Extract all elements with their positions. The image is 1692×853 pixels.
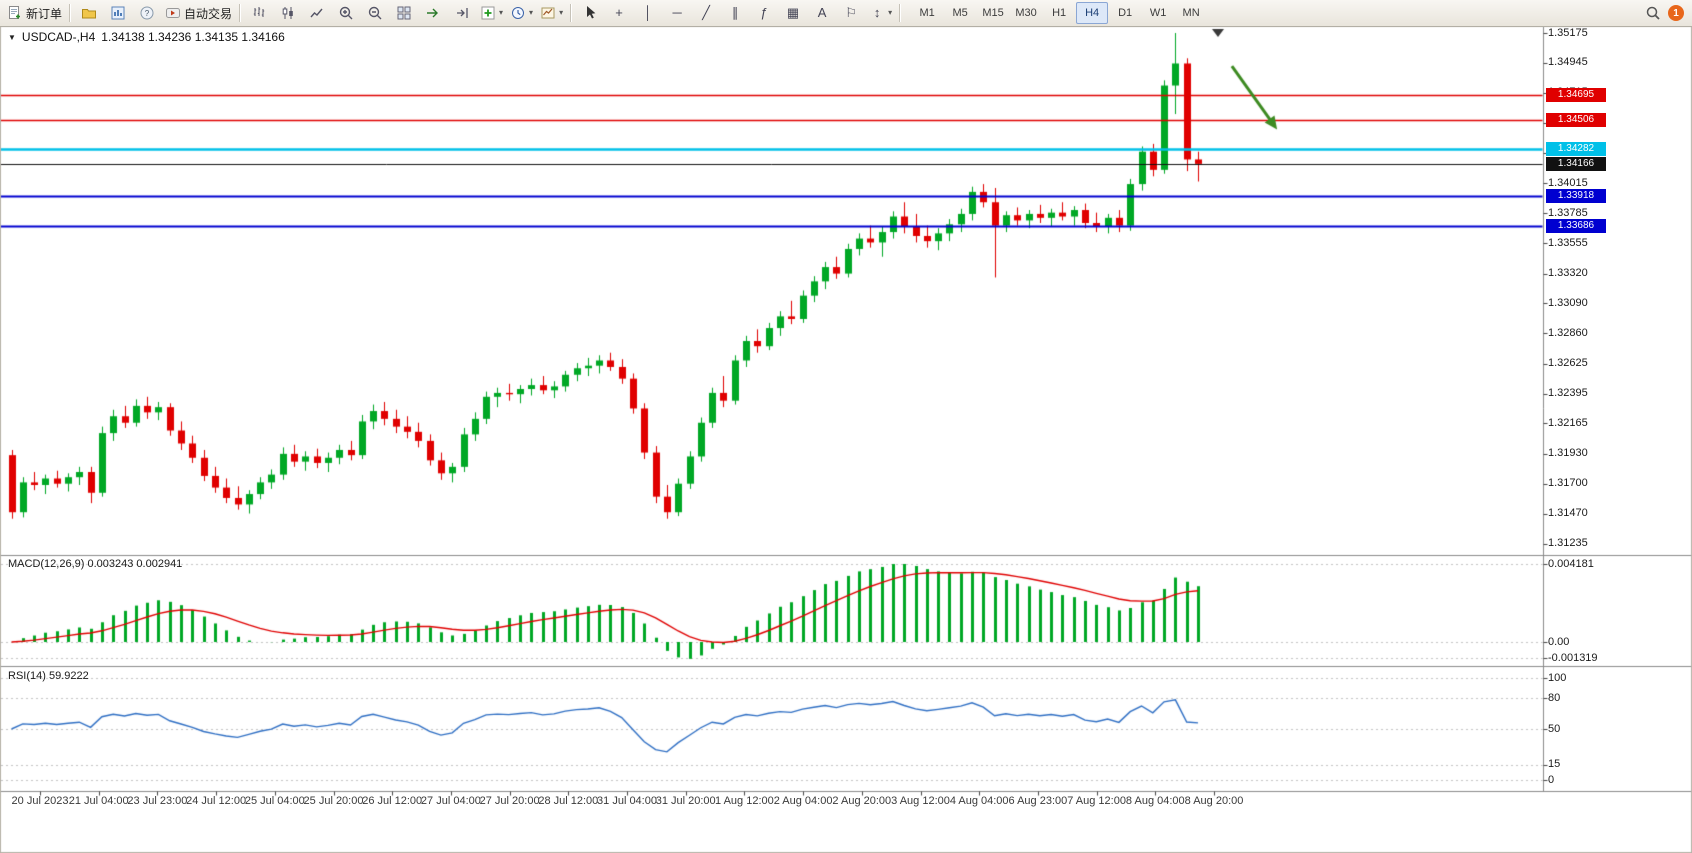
cursor-tool-button[interactable] <box>576 2 604 24</box>
cursor-icon <box>587 6 596 19</box>
rsi-indicator-label: RSI(14) 59.9222 <box>8 670 89 682</box>
zoom-out-icon <box>368 6 382 20</box>
macd-title: MACD(12,26,9) <box>8 558 85 570</box>
chart-shift-icon <box>457 8 468 18</box>
crosshair-tool-button[interactable]: + <box>605 2 633 24</box>
chart-shift-button[interactable] <box>448 2 476 24</box>
help-button[interactable]: ? <box>133 2 161 24</box>
vertical-line-icon: │ <box>644 5 653 20</box>
line-chart-button[interactable] <box>303 2 331 24</box>
candlestick-icon <box>282 7 293 19</box>
rsi-title: RSI(14) <box>8 670 46 682</box>
svg-text:?: ? <box>145 9 150 18</box>
support-line-label-1[interactable]: 1.33918 <box>1546 189 1606 204</box>
text-label-icon: ⚐ <box>845 5 857 20</box>
chart-ohlc-values: 1.34138 1.34236 1.34135 1.34166 <box>101 30 285 44</box>
periods-button[interactable]: ▾ <box>507 2 536 24</box>
auto-scroll-button[interactable] <box>419 2 447 24</box>
periods-clock-icon <box>512 7 525 19</box>
crosshair-icon: + <box>615 5 623 20</box>
dropdown-caret-icon[interactable]: ▾ <box>529 8 534 17</box>
bar-chart-icon <box>253 7 265 17</box>
market-watch-button[interactable] <box>104 2 132 24</box>
toolbar-separator <box>899 4 902 22</box>
cyan-line-label[interactable]: 1.34282 <box>1546 141 1606 156</box>
text-tool-button[interactable]: A <box>808 2 836 24</box>
autotrading-label: 自动交易 <box>184 6 233 21</box>
arrows-icon: ↕ <box>873 5 881 20</box>
timeframe-button-d1[interactable]: D1 <box>1118 7 1133 19</box>
chart-title: ▼ USDCAD-,H4 1.34138 1.34236 1.34135 1.3… <box>8 30 285 44</box>
timeframe-button-w1[interactable]: W1 <box>1149 7 1167 19</box>
search-icon[interactable] <box>1645 5 1661 21</box>
fibonacci-icon: ƒ <box>760 5 768 20</box>
toolbar: 新订单 ? 自动交易 <box>0 0 1692 27</box>
bar-chart-button[interactable] <box>245 2 273 24</box>
channel-icon: ∥ <box>731 5 739 20</box>
vertical-line-tool-button[interactable]: │ <box>634 2 662 24</box>
shapes-tool-button[interactable]: ▦ <box>779 2 807 24</box>
timeframe-button-m5[interactable]: M5 <box>952 7 968 19</box>
new-order-icon <box>9 6 20 19</box>
toolbar-separator <box>69 4 72 22</box>
candlestick-chart-button[interactable] <box>274 2 302 24</box>
zoom-out-button[interactable] <box>361 2 389 24</box>
market-watch-icon <box>111 6 125 20</box>
dropdown-caret-icon[interactable]: ▾ <box>888 8 893 17</box>
line-chart-icon <box>310 8 323 18</box>
horizontal-line-icon: ─ <box>672 5 682 20</box>
resistance-line-label-2[interactable]: 1.34506 <box>1546 112 1606 127</box>
timeframe-button-h1[interactable]: H1 <box>1052 7 1067 19</box>
shapes-icon: ▦ <box>786 5 800 20</box>
chart-collapse-icon[interactable]: ▼ <box>8 32 16 42</box>
tile-windows-button[interactable] <box>390 2 418 24</box>
tile-windows-icon <box>397 6 411 20</box>
timeframe-button-m1[interactable]: M1 <box>919 7 935 19</box>
toolbar-right-group: 1 <box>1645 5 1688 21</box>
rsi-value: 59.9222 <box>48 670 89 682</box>
indicators-icon <box>481 6 495 20</box>
bid-price-label: 1.34166 <box>1546 156 1606 171</box>
dropdown-caret-icon[interactable]: ▾ <box>559 8 564 17</box>
toolbar-separator <box>570 4 573 22</box>
zoom-in-button[interactable] <box>332 2 360 24</box>
macd-indicator-label: MACD(12,26,9) 0.003243 0.002941 <box>8 558 182 570</box>
new-order-button[interactable]: 新订单 <box>4 2 65 24</box>
templates-button[interactable]: ▾ <box>537 2 566 24</box>
text-icon: A <box>817 5 827 20</box>
timeframe-button-m15[interactable]: M15 <box>982 7 1004 19</box>
autotrading-button[interactable]: 自动交易 <box>162 2 235 24</box>
fibonacci-tool-button[interactable]: ƒ <box>750 2 778 24</box>
dropdown-caret-icon[interactable]: ▾ <box>499 8 504 17</box>
autotrading-icon <box>166 8 181 18</box>
auto-scroll-icon <box>427 8 439 18</box>
timeframe-button-h4[interactable]: H4 <box>1076 2 1109 24</box>
help-icon: ? <box>140 6 154 20</box>
arrows-tool-button[interactable]: ↕ ▾ <box>866 2 895 24</box>
macd-values: 0.003243 0.002941 <box>87 558 183 570</box>
new-order-label: 新订单 <box>26 6 63 21</box>
channel-tool-button[interactable]: ∥ <box>721 2 749 24</box>
trendline-icon: ╱ <box>702 5 710 20</box>
text-label-tool-button[interactable]: ⚐ <box>837 2 865 24</box>
trendline-tool-button[interactable]: ╱ <box>692 2 720 24</box>
profiles-button[interactable] <box>75 2 103 24</box>
timeframe-group: M1 M5 M15 M30 H1 H4 D1 W1 MN <box>911 2 1207 24</box>
chart-symbol-period: USDCAD-,H4 <box>21 30 96 44</box>
timeframe-button-m30[interactable]: M30 <box>1015 7 1037 19</box>
resistance-line-label-1[interactable]: 1.34695 <box>1546 88 1606 103</box>
indicators-button[interactable]: ▾ <box>477 2 506 24</box>
timeframe-button-mn[interactable]: MN <box>1182 7 1200 19</box>
zoom-in-icon <box>339 6 353 20</box>
profiles-folder-icon <box>82 9 97 19</box>
templates-icon <box>541 7 555 19</box>
toolbar-separator <box>239 4 242 22</box>
horizontal-line-tool-button[interactable]: ─ <box>663 2 691 24</box>
support-line-label-2[interactable]: 1.33686 <box>1546 219 1606 234</box>
notification-badge[interactable]: 1 <box>1668 5 1684 21</box>
